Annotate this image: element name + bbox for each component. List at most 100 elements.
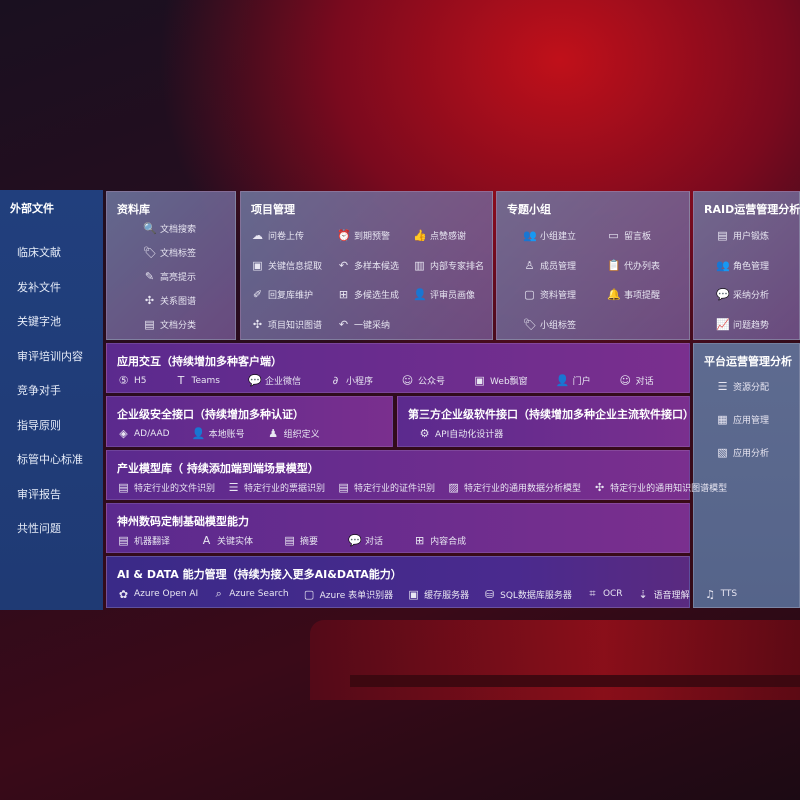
item-puzzle[interactable]: ⊞ 内容合成 (413, 534, 466, 547)
item-org[interactable]: ♟ 组织定义 (267, 427, 319, 440)
item-user-add[interactable]: ♙ 成员管理 (523, 259, 576, 272)
chat-bubble-icon: 💬 (348, 534, 362, 547)
item-graph[interactable]: ✣ 关系图谱 (143, 294, 196, 307)
item-search[interactable]: ⌕ Azure Search (212, 587, 289, 601)
item-label: 采纳分析 (733, 291, 770, 301)
tts-icon: ♫ (705, 587, 716, 601)
item-doc-category[interactable]: ▤ 文档分类 (143, 318, 196, 331)
gear-icon: ⚙ (419, 427, 430, 440)
item-ranking[interactable]: ▥ 内部专家排名 (413, 259, 484, 272)
sidebar-item[interactable]: 共性问题 (17, 522, 61, 535)
panel-title: 平台运营管理分析 (704, 355, 792, 368)
item-label: 文档分类 (160, 321, 197, 331)
item-label: Azure Open AI (134, 589, 199, 599)
item-summary[interactable]: ▤ 摘要 (283, 534, 318, 547)
item-cache[interactable]: ▣ 缓存服务器 (407, 587, 469, 601)
item-label: 成员管理 (540, 261, 577, 272)
item-tag[interactable]: 🏷 小组标签 (523, 318, 576, 331)
item-label: 问题趋势 (733, 320, 770, 331)
item-label: Azure 表单识别器 (319, 590, 394, 601)
item-checklist[interactable]: ☰ 资源分配 (716, 380, 769, 393)
item-id-card[interactable]: ▤ 特定行业的证件识别 (337, 481, 435, 494)
item-qa[interactable]: 💬 采纳分析 (716, 288, 769, 301)
item-tag[interactable]: 🏷 文档标签 (143, 246, 196, 259)
item-chart[interactable]: ▨ 特定行业的通用数据分析模型 (447, 481, 581, 494)
item-label: 到期预警 (354, 232, 391, 242)
item-thumbs-up[interactable]: 👍 点赞感谢 (413, 229, 466, 242)
item-user[interactable]: 👤 评审员画像 (413, 288, 475, 301)
item-teams[interactable]: T Teams (175, 374, 220, 387)
panel-title: 应用交互（持续增加多种客户端） (117, 355, 282, 368)
item-reply[interactable]: ↶ 多样本候选 (337, 259, 399, 272)
item-account[interactable]: 👤 本地账号 (192, 427, 245, 440)
item-file[interactable]: ▤ 特定行业的文件识别 (117, 481, 215, 494)
item-label: Azure Search (229, 589, 289, 599)
item-apps[interactable]: ▦ 应用管理 (716, 413, 769, 426)
item-chat-bubble[interactable]: 💬 对话 (348, 534, 383, 547)
item-label: 事项提醒 (624, 291, 661, 301)
item-puzzle[interactable]: ⊞ 多候选生成 (337, 288, 399, 301)
item-html5[interactable]: ⑤ H5 (117, 374, 147, 387)
item-label: 关系图谱 (160, 297, 197, 307)
window-icon: ▣ (474, 374, 485, 387)
graph-icon: ✣ (144, 294, 155, 307)
ad-icon: ◈ (119, 427, 128, 440)
item-window[interactable]: ▣ 关键信息提取 (251, 259, 322, 272)
panel-thirdparty: 第三方企业级软件接口（持续增加多种企业主流软件接口） ⚙ API自动化设计器 (397, 396, 694, 447)
item-group[interactable]: 👥 小组建立 (523, 229, 576, 242)
item-id-card[interactable]: ▤ 用户锻炼 (716, 229, 769, 242)
item-ocr[interactable]: ⌗ OCR (586, 587, 622, 601)
item-edit[interactable]: ✐ 回复库维护 (251, 288, 313, 301)
item-miniprogram[interactable]: ∂ 小程序 (329, 374, 373, 387)
database-icon: ⛁ (485, 587, 495, 601)
reply-icon: ↶ (338, 258, 349, 272)
item-graph[interactable]: ✣ 项目知识图谱 (251, 318, 322, 331)
item-alarm[interactable]: ⏰ 到期预警 (337, 229, 390, 242)
portal-icon: 👤 (555, 374, 570, 387)
sidebar-item[interactable]: 审评培训内容 (17, 349, 83, 363)
item-analysis[interactable]: ▧ 应用分析 (716, 446, 769, 459)
item-label: 项目知识图谱 (268, 320, 323, 331)
item-label: 留言板 (624, 232, 652, 242)
item-window[interactable]: ▣ Web飘窗 (473, 374, 527, 387)
item-official-account[interactable]: ☺ 公众号 (401, 374, 445, 387)
item-portal[interactable]: 👤 门户 (556, 374, 591, 387)
item-receipt[interactable]: ☰ 特定行业的票据识别 (227, 481, 325, 494)
sidebar-item[interactable]: 发补文件 (17, 280, 61, 294)
item-clipboard[interactable]: 📋 代办列表 (607, 259, 660, 272)
item-translate[interactable]: ▤ 机器翻译 (117, 534, 170, 547)
sidebar-item[interactable]: 关键字池 (17, 315, 61, 328)
item-label: API自动化设计器 (435, 430, 504, 440)
item-speech[interactable]: ⇣ 语音理解 (637, 587, 689, 601)
item-trend[interactable]: 📈 问题趋势 (716, 318, 769, 331)
item-bbs[interactable]: ▭ 留言板 (607, 229, 651, 242)
item-cloud-upload[interactable]: ☁ 问卷上传 (251, 229, 304, 242)
sidebar-item[interactable]: 指导原则 (17, 418, 61, 432)
item-graph[interactable]: ✣ 特定行业的通用知识图谱模型 (593, 481, 727, 494)
item-tts[interactable]: ♫ TTS (704, 587, 737, 601)
panel-title: 项目管理 (251, 203, 295, 216)
sidebar-item[interactable]: 标管中心标准 (17, 453, 83, 466)
item-users[interactable]: 👥 角色管理 (716, 259, 769, 272)
sidebar-item[interactable]: 临床文献 (17, 246, 61, 259)
item-reply[interactable]: ↶ 一键采纳 (337, 318, 390, 331)
checklist-icon: ☰ (717, 380, 728, 393)
item-entity[interactable]: A 关键实体 (200, 534, 253, 547)
item-wechat[interactable]: 💬 企业微信 (248, 374, 301, 387)
sidebar-item[interactable]: 竞争对手 (17, 384, 61, 397)
item-doc-search[interactable]: 🔍 文档搜索 (143, 222, 196, 235)
item-chat[interactable]: ☺ 对话 (619, 374, 653, 387)
panel-title: 专题小组 (507, 203, 551, 216)
item-ad[interactable]: ◈ AD/AAD (117, 427, 169, 440)
item-openai[interactable]: ✿ Azure Open AI (117, 587, 198, 601)
item-gear[interactable]: ⚙ API自动化设计器 (418, 427, 504, 440)
item-bell[interactable]: 🔔 事项提醒 (607, 288, 660, 301)
item-pen[interactable]: ✎ 高亮提示 (143, 270, 196, 283)
miniprogram-icon: ∂ (332, 374, 339, 387)
sidebar-item[interactable]: 审评报告 (17, 487, 61, 501)
chart-icon: ▨ (448, 481, 459, 494)
item-database[interactable]: ⛁ SQL数据库服务器 (483, 587, 572, 601)
item-form[interactable]: ▢ Azure 表单识别器 (303, 587, 394, 601)
item-label: 资源分配 (733, 383, 770, 393)
item-folder[interactable]: ▢ 资料管理 (523, 288, 576, 301)
